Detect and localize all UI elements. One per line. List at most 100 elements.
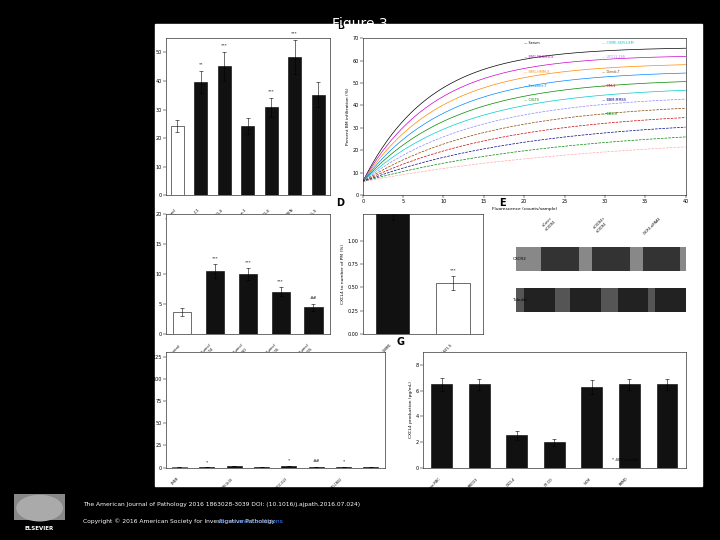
Bar [377,214,410,334]
Bar [516,288,685,312]
Text: A: A [130,21,137,31]
Bar [254,467,269,468]
Text: TNL-C1: TNL-C1 [189,208,201,220]
Bar [516,247,685,271]
X-axis label: Fluorescence (counts/sample): Fluorescence (counts/sample) [492,207,557,211]
Text: control: control [165,208,177,220]
Text: The American Journal of Pathology 2016 1863028-3039 DOI: (10.1016/j.ajpath.2016.: The American Journal of Pathology 2016 1… [83,502,360,508]
Text: — Dendt-T: — Dendt-T [602,70,619,73]
Bar [309,467,324,468]
Text: 0.1μmol
OCEM3G05: 0.1μmol OCEM3G05 [261,343,281,363]
Text: — BM1 FA-BMB-S: — BM1 FA-BMB-S [524,56,554,59]
Bar [312,94,325,195]
Text: ***: *** [292,31,298,35]
Bar [173,312,192,334]
Text: ***: *** [221,44,228,48]
Y-axis label: CXCL4 to number of PM (%): CXCL4 to number of PM (%) [341,244,345,303]
Bar [570,288,600,312]
Bar [582,387,602,468]
Text: Exosome-1: Exosome-1 [230,208,248,226]
Text: hNFPP+hSBH GBM1: hNFPP+hSBH GBM1 [365,343,393,371]
Bar [524,288,555,312]
Bar [655,288,685,312]
Text: ##: ## [312,459,320,463]
Bar [657,384,677,468]
Bar [619,384,639,468]
Y-axis label: Percent BM infiltration (%): Percent BM infiltration (%) [346,88,349,145]
Text: — BBM-MMSS: — BBM-MMSS [602,98,626,102]
Text: 0.1μmol
OCEM3G04: 0.1μmol OCEM3G04 [195,343,215,363]
Bar [541,247,579,271]
Text: 0.1μmol
OCEM3M25: 0.1μmol OCEM3M25 [293,343,313,363]
Text: — BBS-R: — BBS-R [602,112,617,116]
Text: siCont+
siCXCR4: siCont+ siCXCR4 [541,216,557,232]
Text: F: F [126,337,133,347]
Bar [431,384,452,468]
Text: -CXCL4: -CXCL4 [212,208,225,220]
Text: Control: Control [170,343,182,355]
Text: G: G [397,337,405,347]
Text: ***: *** [245,260,251,264]
Text: — Serum: — Serum [524,41,540,45]
Text: ***: *** [277,279,284,283]
Ellipse shape [17,495,63,522]
Bar [14,494,65,521]
Text: DMEM: DMEM [170,477,179,486]
Text: CXCL4: CXCL4 [506,477,517,488]
Text: ***: *** [212,256,218,260]
Text: siCXCR4+
siCXCR4: siCXCR4+ siCXCR4 [593,216,610,233]
Text: D: D [336,198,344,208]
Text: ##: ## [310,296,317,300]
Bar [265,107,278,195]
Bar [194,82,207,195]
Bar [218,66,231,195]
Bar [282,467,297,468]
Text: ELSEVIER: ELSEVIER [25,526,54,531]
Y-axis label: Number of tubes (BM/field): Number of tubes (BM/field) [148,244,153,303]
Bar [227,467,242,468]
Bar [305,307,323,334]
Text: C: C [130,198,137,208]
Bar [241,126,254,195]
Text: *: * [343,459,345,463]
Bar [171,126,184,195]
Text: CCM-Gr1S: CCM-Gr1S [220,477,234,490]
Bar [172,467,187,468]
Bar [469,384,490,468]
Bar [336,467,351,468]
Text: NCL1NG2: NCL1NG2 [330,477,343,490]
Text: — BM1-HMM-S: — BM1-HMM-S [524,70,549,73]
Bar [271,292,289,334]
Y-axis label: Number of capillary-like (BM/field): Number of capillary-like (BM/field) [145,373,150,447]
Text: RBCD3: RBCD3 [467,477,480,488]
Text: Copyright © 2016 American Society for Investigative Pathology: Copyright © 2016 American Society for In… [83,518,276,524]
Text: Terms and Conditions: Terms and Conditions [218,518,283,524]
Bar [618,288,648,312]
Bar [288,57,301,195]
Text: — CXME-SEIV1/4M: — CXME-SEIV1/4M [602,41,634,45]
Text: CXCR4-siRNA4: CXCR4-siRNA4 [643,216,662,235]
Text: GY-CD: GY-CD [544,477,554,487]
Text: ***: *** [450,268,456,272]
Text: *: * [206,460,208,464]
Text: **: ** [199,63,203,66]
Text: CXCR2: CXCR2 [513,257,526,261]
Text: * 400 nmol/L: * 400 nmol/L [612,457,639,462]
Bar [643,247,680,271]
Text: BCR1C-G13: BCR1C-G13 [274,477,289,492]
Bar [593,247,629,271]
Text: 0.1μmol
PACI-SD: 0.1μmol PACI-SD [231,343,248,360]
Text: — UY111.2SS: — UY111.2SS [602,56,625,59]
Y-axis label: Number of angiogenic HUVECs (%): Number of angiogenic HUVECs (%) [148,79,153,154]
Text: 3.3 LRC1601.5: 3.3 LRC1601.5 [432,343,453,364]
Text: *: * [288,459,290,463]
Text: ***: *** [268,89,274,93]
Bar [506,435,527,468]
Text: Tubulin: Tubulin [513,298,527,302]
Text: — CM-1: — CM-1 [602,84,615,87]
Text: — Exosome-T: — Exosome-T [524,84,546,87]
Text: shBPREN: shBPREN [279,208,294,223]
Text: B: B [337,21,344,31]
Bar [436,283,469,334]
Text: Figure 3: Figure 3 [332,17,388,31]
